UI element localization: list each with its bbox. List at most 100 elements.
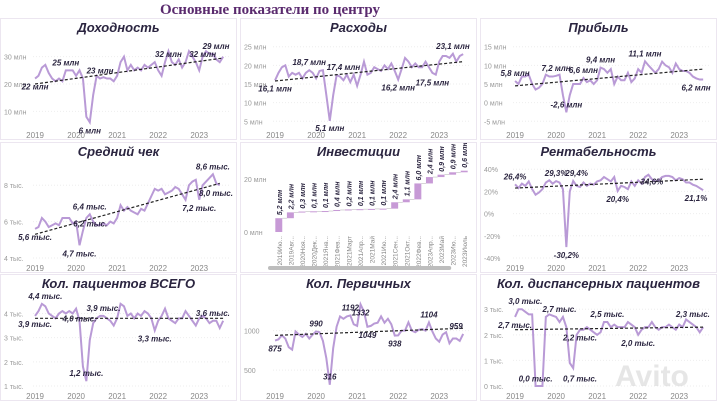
chart-panel-profit: -5 млн 0 млн 5 млн 10 млн 15 млн 2019 2020 2021… [480, 18, 717, 140]
data-label: 29,4% [564, 169, 588, 178]
data-label: 2,4 млн [427, 148, 434, 175]
data-label: 6,2 млн [681, 84, 710, 93]
waterfall-bar [437, 174, 445, 178]
data-label: 32 млн [189, 50, 216, 59]
y-tick-label: 10 млн [484, 63, 507, 70]
y-tick-label: 10 млн [244, 101, 267, 108]
x-tick-label: 2022 [389, 131, 407, 140]
x-category-label: 2019Ию... [277, 236, 284, 266]
chart-title: Инвестиции [316, 144, 401, 159]
x-category-label: 2023Ию... [451, 236, 458, 266]
chart-svg: 500 1000 2019 2020 2021 2022 2023 875 990 316 1192… [244, 301, 470, 401]
x-tick-label: 2019 [26, 131, 44, 140]
x-tick-label: 2020 [307, 131, 325, 140]
y-tick-label: 20 млн [244, 63, 267, 70]
trend-line [34, 182, 220, 235]
chart-panel-profitability: -40% -20% 0% 20% 40% 2019 2020 2021 2022 2023 26,4… [480, 142, 717, 273]
data-label: 16,2 млн [381, 84, 415, 93]
data-label: 8,6 тыс. [196, 162, 230, 171]
x-category-label: 2021Сен... [393, 236, 400, 268]
x-tick-label: 2019 [26, 392, 44, 401]
x-tick-label: 2023 [190, 392, 208, 401]
x-tick-label: 2023 [430, 392, 448, 401]
x-category-label: 2021Янв... [323, 236, 330, 268]
data-label: 7,2 млн [542, 64, 571, 73]
data-label: 5,8 млн [501, 69, 530, 78]
x-tick-label: 2019 [266, 131, 284, 140]
x-tick-label: 2023 [190, 131, 208, 140]
data-label: 0,4 млн [335, 181, 342, 207]
series-line [274, 51, 464, 122]
data-label: 0,3 млн [300, 182, 307, 208]
data-label: 3,9 тыс. [18, 320, 52, 329]
waterfall-bar [321, 211, 329, 213]
y-tick-label: 40% [484, 167, 498, 174]
chart-panel-primary: 500 1000 2019 2020 2021 2022 2023 875 990 316 1192… [240, 274, 477, 401]
trend-line [514, 68, 704, 87]
chart-title: Средний чек [77, 144, 160, 159]
data-label: 316 [323, 373, 337, 382]
y-tick-label: 2 тыс. [484, 333, 504, 340]
chart-title: Кол. пациентов ВСЕГО [41, 276, 196, 291]
y-tick-label: 20 млн [244, 177, 267, 184]
data-label: 0,0 тыс. [519, 374, 553, 383]
waterfall-bar [460, 170, 468, 173]
waterfall-bar [379, 208, 387, 210]
data-label: 6,0 млн [416, 154, 423, 180]
x-tick-label: 2022 [149, 264, 167, 273]
data-label: 1,1 млн [404, 170, 411, 196]
data-label: 0,2 млн [346, 180, 353, 206]
y-tick-label: 1 тыс. [4, 384, 24, 391]
y-tick-label: 5 млн [244, 119, 263, 126]
data-label: 2,0 тыс. [620, 339, 655, 348]
y-tick-label: 3 тыс. [484, 307, 504, 314]
data-label: 959 [449, 322, 463, 331]
y-tick-label: 1 тыс. [484, 358, 504, 365]
data-label: 6,4 тыс. [73, 202, 107, 211]
chart-panel-dispensary: 0 тыс. 1 тыс. 2 тыс. 3 тыс. 2019 2020 2021 2022… [480, 274, 717, 401]
x-category-label: 2023Апр... [427, 236, 434, 268]
data-label: 0,1 млн [381, 179, 388, 205]
waterfall-bar [414, 183, 422, 200]
data-label: 3,3 тыс. [138, 334, 172, 343]
waterfall-bar [333, 209, 341, 212]
data-label: 2,7 тыс. [542, 305, 577, 314]
x-category-label: 2023Май [438, 236, 446, 264]
data-label: 6 млн [79, 126, 102, 135]
chart-panel-expenses: 5 млн 10 млн 15 млн 20 млн 25 млн 2019 2020 202… [240, 18, 477, 140]
data-label: 0,6 млн [462, 143, 469, 168]
waterfall-bar [310, 211, 318, 213]
x-tick-label: 2022 [629, 131, 647, 140]
y-tick-label: 2 тыс. [4, 360, 24, 367]
chart-title: Кол. диспансерных пациентов [497, 276, 700, 291]
chart-svg: 1 тыс. 2 тыс. 3 тыс. 4 тыс. 2019 2020 2021 2022… [4, 292, 230, 401]
data-label: 938 [388, 340, 402, 349]
x-tick-label: 2022 [389, 392, 407, 401]
data-label: 5,6 тыс. [18, 233, 52, 242]
x-tick-label: 2020 [67, 131, 85, 140]
x-tick-label: 2020 [67, 264, 85, 273]
x-category-label: 2021Май [369, 236, 377, 264]
x-category-label: 2022Фев... [416, 236, 423, 268]
data-label: 0,1 млн [323, 182, 330, 208]
y-tick-label: -5 млн [484, 119, 505, 126]
x-tick-label: 2021 [108, 131, 126, 140]
x-tick-label: 2019 [506, 264, 524, 273]
data-label: 32 млн [155, 50, 182, 59]
x-category-label: 2021Окт... [404, 236, 411, 266]
x-tick-label: 2020 [547, 131, 565, 140]
data-label: 6,6 млн [569, 66, 598, 75]
horizontal-scrollbar[interactable] [268, 266, 452, 270]
data-label: 2,5 тыс. [589, 310, 624, 319]
y-tick-label: 0 тыс. [484, 384, 504, 391]
chart-title: Прибыль [568, 20, 629, 35]
trend-line [275, 327, 464, 336]
y-tick-label: 5 млн [484, 82, 503, 89]
x-category-label: 2023Июль [462, 235, 469, 267]
chart-svg: 0 млн 20 млн 5,2 млн 2019Ию... 2,2 млн 2019Ав… [244, 143, 469, 270]
dashboard-title: Основные показатели по центру [159, 2, 381, 18]
series-line [514, 308, 704, 387]
data-label: 5,1 млн [315, 124, 344, 133]
x-category-label: 2019Авг... [288, 236, 295, 265]
data-label: -2,6 млн [550, 100, 582, 109]
